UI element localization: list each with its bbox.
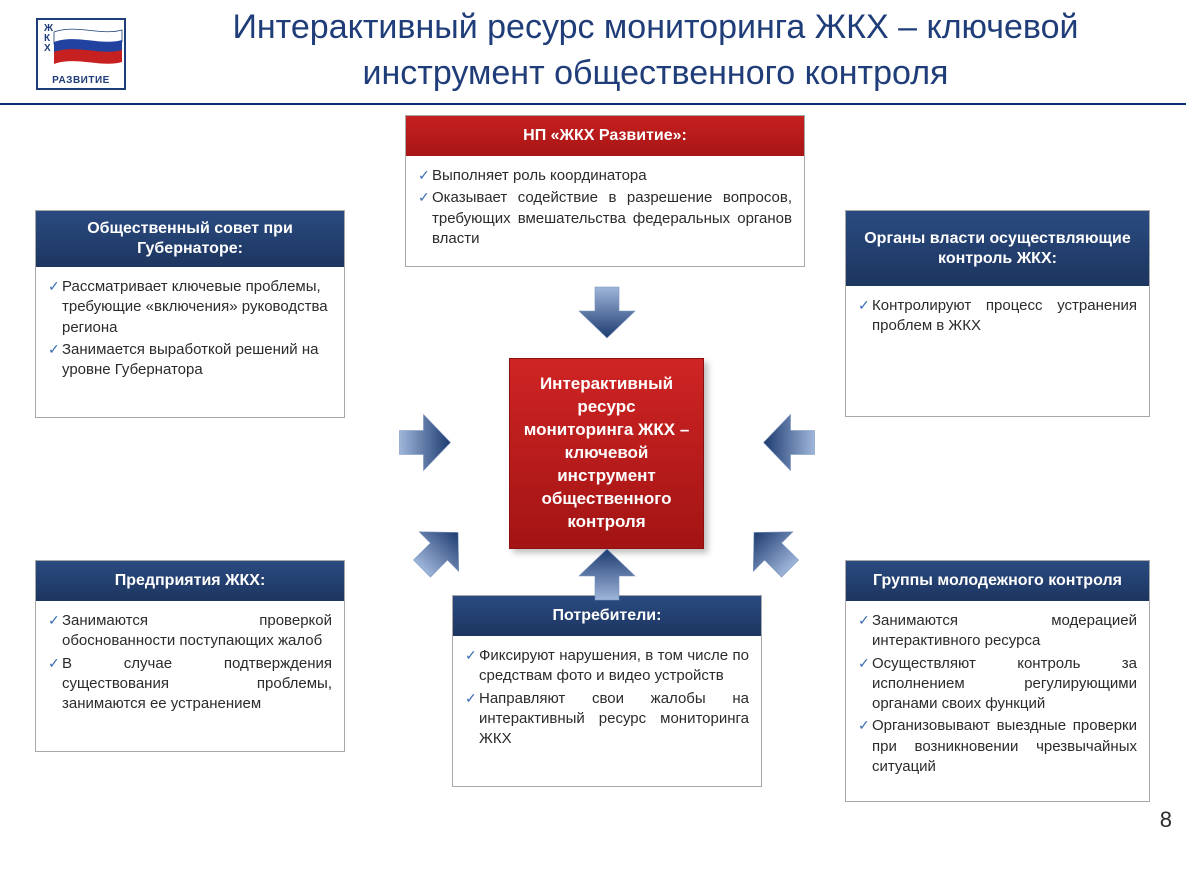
box-left_bottom-body: Занимаются проверкой обоснованности пост… [36, 601, 344, 751]
box-right_bottom: Группы молодежного контроля Занимаются мо… [845, 560, 1150, 802]
box-right_bottom-body: Занимаются модерацией интерактивного рес… [846, 601, 1149, 801]
box-right_top-header: Органы власти осуществляющие контроль ЖК… [846, 211, 1149, 286]
box-left_bottom-header: Предприятия ЖКХ: [36, 561, 344, 601]
logo: ЖКХ РАЗВИТИЕ [36, 18, 126, 90]
diagram-canvas: НП «ЖКХ Развитие»:Выполняет роль координ… [0, 105, 1186, 881]
box-top: НП «ЖКХ Развитие»:Выполняет роль координ… [405, 115, 805, 267]
box-top-body: Выполняет роль координатораОказывает сод… [406, 156, 804, 266]
box-right_bottom-item-0: Занимаются модерацией интерактивного рес… [858, 611, 1137, 652]
box-top-item-0: Выполняет роль координатора [418, 166, 792, 186]
center-hub-text: Интерактивный ресурс мониторинга ЖКХ – к… [524, 374, 690, 531]
arrow-from-top [577, 285, 637, 340]
box-top-item-1: Оказывает содействие в разрешение вопрос… [418, 188, 792, 249]
box-left_top-item-0: Рассматривает ключевые проблемы, требующ… [48, 277, 332, 338]
box-right_top: Органы власти осуществляющие контроль ЖК… [845, 210, 1150, 417]
box-left_top-body: Рассматривает ключевые проблемы, требующ… [36, 267, 344, 417]
box-right_bottom-item-2: Организовывают выездные проверки при воз… [858, 716, 1137, 777]
arrow-from-left [398, 413, 453, 473]
box-bottom: Потребители: Фиксируют нарушения, в том ч… [452, 595, 762, 787]
box-left_bottom: Предприятия ЖКХ: Занимаются проверкой обо… [35, 560, 345, 752]
box-bottom-item-0: Фиксируют нарушения, в том числе по сред… [465, 646, 749, 687]
arrow-from-right [762, 413, 817, 473]
page-title: Интерактивный ресурс мониторинга ЖКХ – к… [155, 5, 1156, 97]
logo-text: РАЗВИТИЕ [52, 75, 110, 86]
arrow-from-right-bottom [731, 510, 812, 591]
box-right_bottom-header: Группы молодежного контроля [846, 561, 1149, 601]
box-right_top-body: Контролируют процесс устранения проблем … [846, 286, 1149, 416]
arrow-from-bottom [577, 547, 637, 602]
box-left_top: Общественный совет при Губернаторе: Рассм… [35, 210, 345, 418]
logo-flag-icon [46, 26, 126, 66]
box-bottom-header: Потребители: [453, 596, 761, 636]
title-bar: ЖКХ РАЗВИТИЕ Интерактивный ресурс монито… [0, 0, 1186, 105]
box-bottom-body: Фиксируют нарушения, в том числе по сред… [453, 636, 761, 786]
page-number: 8 [1160, 807, 1172, 833]
center-hub: Интерактивный ресурс мониторинга ЖКХ – к… [509, 358, 704, 549]
box-right_bottom-item-1: Осуществляют контроль за исполнением рег… [858, 654, 1137, 715]
box-left_bottom-item-1: В случае подтверждения существования про… [48, 654, 332, 715]
box-right_top-item-0: Контролируют процесс устранения проблем … [858, 296, 1137, 337]
box-left_top-item-1: Занимается выработкой решений на уровне … [48, 340, 332, 381]
box-left_top-header: Общественный совет при Губернаторе: [36, 211, 344, 267]
box-top-header: НП «ЖКХ Развитие»: [406, 116, 804, 156]
box-left_bottom-item-0: Занимаются проверкой обоснованности пост… [48, 611, 332, 652]
box-bottom-item-1: Направляют свои жалобы на интерактивный … [465, 689, 749, 750]
arrow-from-left-bottom [399, 510, 480, 591]
